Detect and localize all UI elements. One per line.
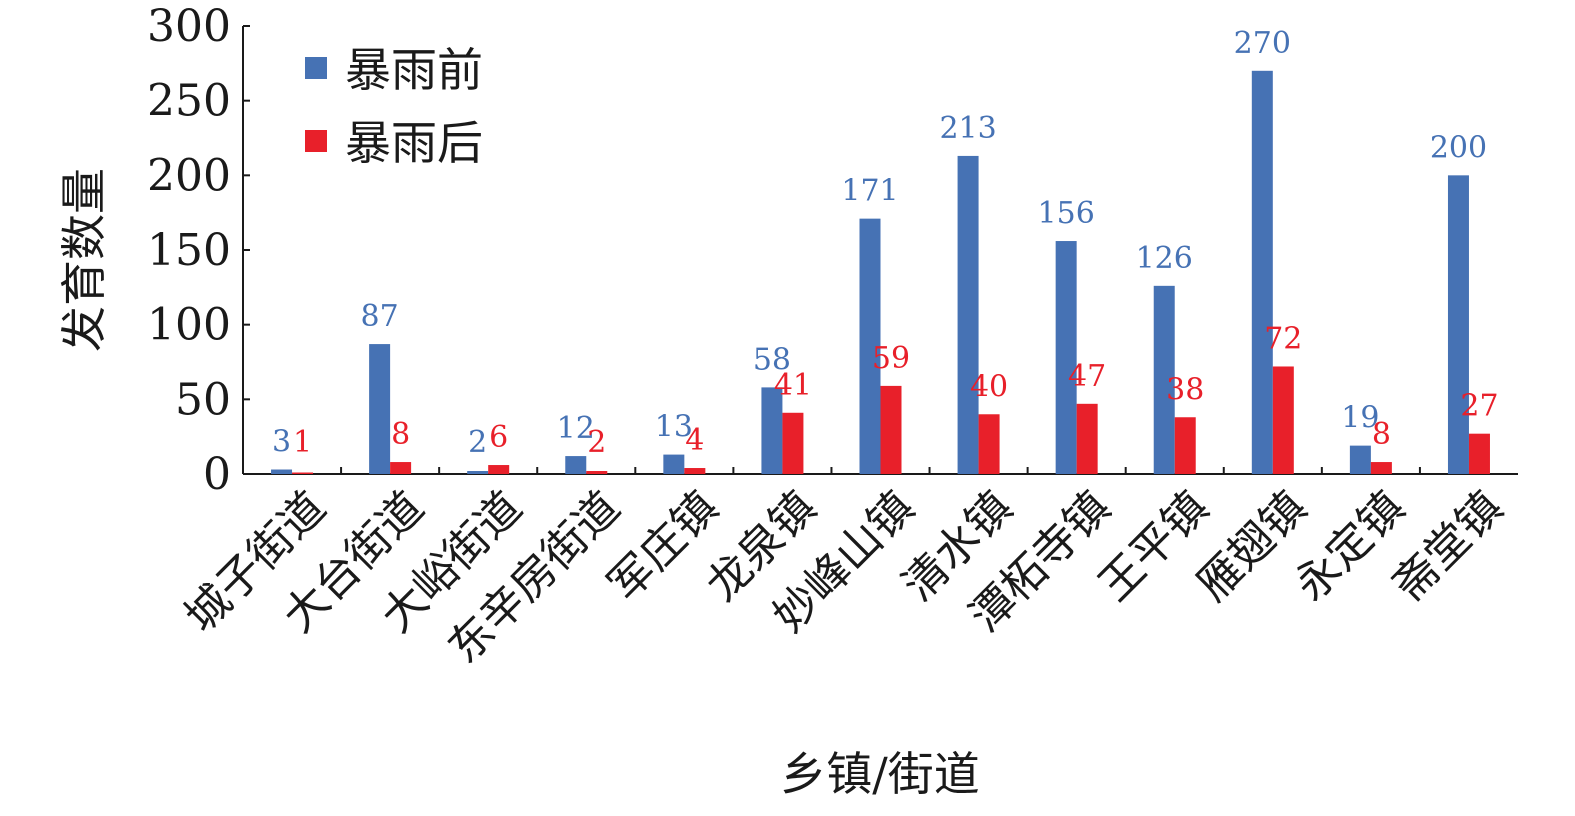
y-tick-label: 50 [175,374,231,425]
y-tick-label: 0 [203,449,231,500]
legend-swatch-before [305,57,327,79]
legend-label-after: 暴雨后 [345,116,483,170]
data-label-after: 8 [1372,417,1391,452]
bars [271,70,1490,475]
data-label-before: 213 [939,111,996,146]
bar-after [978,414,1000,474]
data-label-before: 19 [1341,401,1379,436]
bar-after [1076,403,1098,474]
data-label-after: 8 [391,417,410,452]
x-tick-label: 斋堂镇 [1383,482,1512,611]
data-label-after: 1 [293,425,312,460]
data-label-before: 58 [753,342,791,377]
data-label-before: 12 [557,411,595,446]
legend: 暴雨前 暴雨后 [305,43,483,170]
data-label-after: 2 [587,425,606,460]
data-label-after: 72 [1264,321,1302,356]
x-tick-label: 永定镇 [1285,482,1414,611]
data-label-before: 171 [841,174,898,209]
bar-before [1251,70,1273,475]
bar-before [467,471,489,474]
bar-after [880,385,902,474]
bar-before [1349,445,1371,474]
data-label-after: 38 [1166,372,1204,407]
data-label-before: 87 [361,299,399,334]
bar-after [684,468,706,474]
data-label-after: 59 [872,341,910,376]
axes: 050100150200250300城子街道大台街道大峪街道东辛房街道军庄镇龙泉… [147,1,1518,673]
bar-before [1447,175,1469,475]
y-tick-label: 100 [147,300,231,351]
bar-after [1370,462,1392,474]
data-label-after: 27 [1460,389,1498,424]
bar-before [565,456,587,474]
data-label-before: 270 [1234,26,1291,61]
data-label-after: 4 [685,423,704,458]
legend-label-before: 暴雨前 [345,43,483,97]
bar-after [390,462,412,474]
y-tick-label: 250 [147,76,231,127]
data-label-before: 13 [655,410,693,445]
data-label-before: 126 [1136,241,1193,276]
data-label-after: 41 [774,368,812,403]
data-label-after: 40 [970,369,1008,404]
bar-before [271,469,293,474]
data-label-before: 2 [468,425,487,460]
x-axis-title: 乡镇/街道 [780,747,980,801]
bar-after [1174,417,1196,474]
bar-before [957,155,979,475]
bar-before [761,387,783,474]
bar-before [1153,285,1175,474]
data-label-before: 156 [1038,196,1095,231]
data-label-after: 47 [1068,359,1106,394]
y-tick-label: 150 [147,225,231,276]
y-tick-label: 300 [147,1,231,52]
bar-after [1272,366,1294,474]
legend-swatch-after [305,130,327,152]
bar-before [1055,241,1077,474]
bar-before [859,218,881,474]
y-tick-label: 200 [147,150,231,201]
bar-after [488,465,510,474]
bar-before [663,454,685,474]
x-tick-label: 军庄镇 [599,482,728,611]
data-label-before: 200 [1430,130,1487,165]
x-tick-label: 王平镇 [1089,482,1218,611]
bar-after [1468,433,1490,474]
data-label-after: 6 [489,420,508,455]
bar-after [586,471,608,474]
data-label-before: 3 [272,425,291,460]
bar-after [782,412,804,474]
bar-before [369,344,391,474]
x-tick-label: 雁翅镇 [1187,482,1316,611]
y-axis-title: 发育数量 [57,168,111,352]
bar-after [292,472,314,474]
